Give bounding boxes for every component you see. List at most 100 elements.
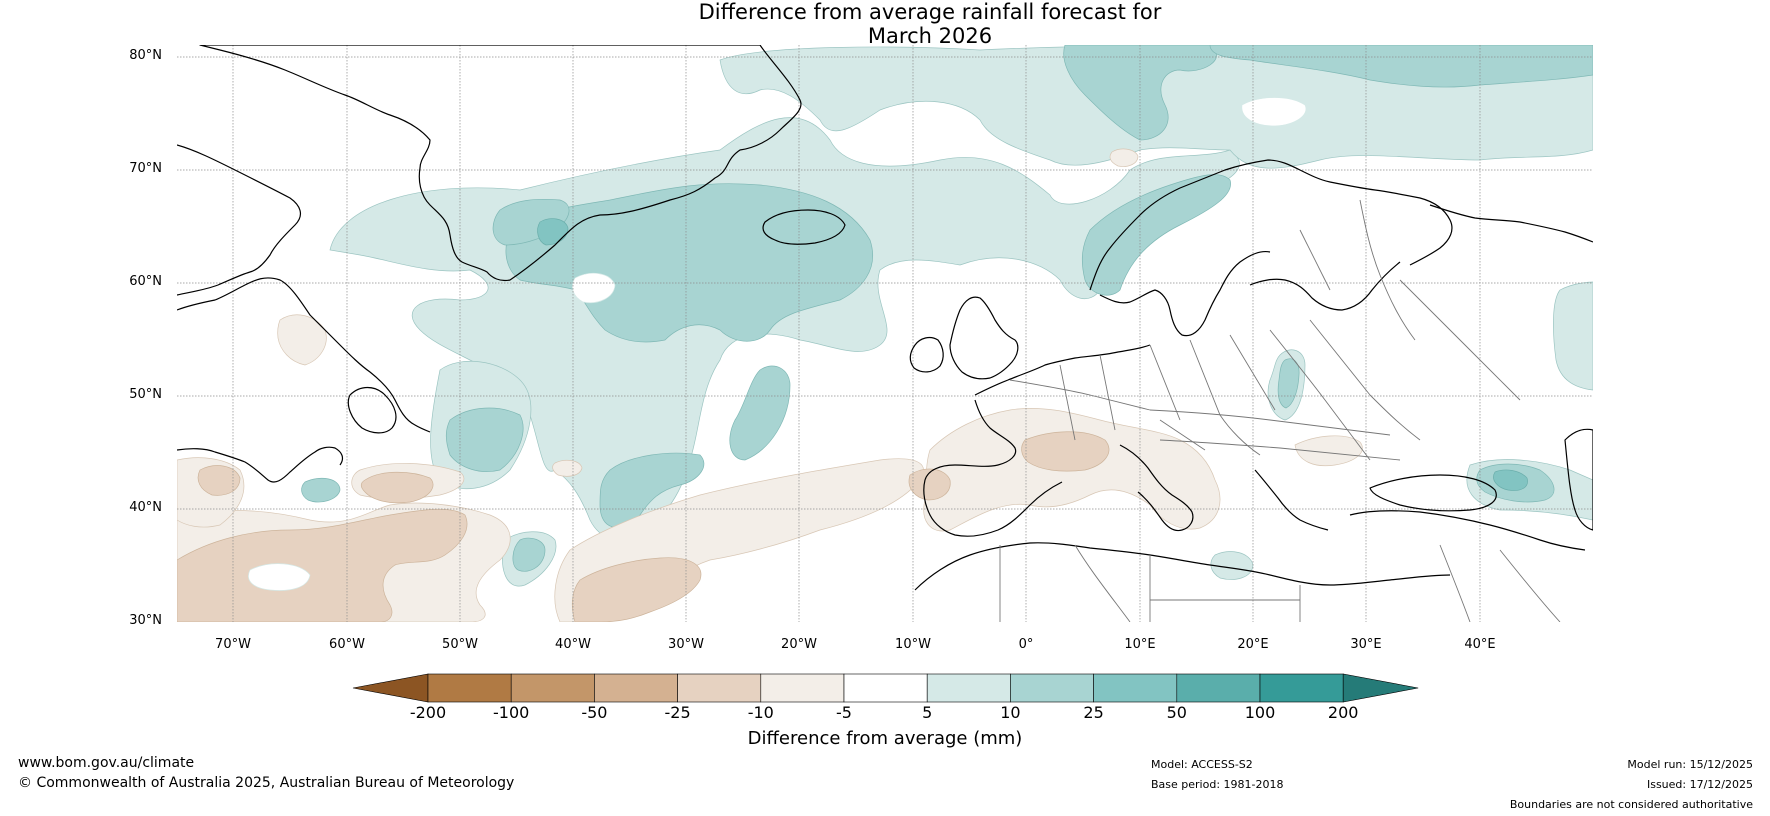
lon-label-30w: 30°W [668,637,704,652]
border-europe-2 [1059,364,1076,441]
neutral-zone-3 [248,563,311,591]
colorbar-tick-label: 10 [1000,703,1021,722]
dry-zone-black-sea [1294,435,1363,467]
footer-model-run: Model run: 15/12/2025 [1627,758,1753,771]
neutral-zone-1 [572,272,616,304]
coastline-baffin [177,144,302,296]
border-middle-east-1 [1439,544,1471,622]
lat-label-80n: 80°N [129,48,162,63]
colorbar-swatch [843,673,928,703]
medium-wet-zone-labrador [445,407,524,472]
medium-wet-zone-iceland [1063,45,1217,141]
lat-label-30n: 30°N [129,613,162,628]
coastline-turkey [1349,510,1586,551]
rainfall-anomaly-map [177,45,1593,622]
coastline-europe-west [974,344,1151,396]
wet-zone-mediterranean [1210,551,1254,580]
coastlines [177,45,1593,591]
medium-wet-zone-small-2 [301,477,341,503]
colorbar-tick-label: 25 [1083,703,1104,722]
lon-label-10w: 10°W [895,637,931,652]
colorbar-swatch [1176,673,1261,703]
footer-issued: Issued: 17/12/2025 [1646,778,1753,791]
coastline-biscay-iberia [923,399,1063,537]
border-europe-11 [1299,229,1331,291]
coastline-greenland [199,45,802,282]
colorbar-swatch [1010,673,1094,703]
coastline-ireland [909,336,944,373]
lon-label-0: 0° [1018,637,1034,652]
medium-dry-zone-us [197,465,241,496]
coastline-caspian [1564,428,1593,531]
anomaly-fields [177,45,1593,622]
coastline-british-isles [949,296,1019,380]
lon-label-40w: 40°W [555,637,591,652]
dry-zone-arctic-small [1109,148,1139,167]
border-africa-2 [1074,544,1131,622]
colorbar-swatches [352,673,1419,703]
medium-wet-zone-small-1 [512,537,546,572]
footer-model: Model: ACCESS-S2 [1151,758,1253,771]
footer-copyright: © Commonwealth of Australia 2025, Austra… [18,775,515,791]
border-europe-14 [1159,419,1206,451]
colorbar-tick-label: -25 [664,703,691,722]
colorbar-swatch [510,673,595,703]
colorbar-extend-low [352,673,429,703]
coastline-iceland [762,209,846,245]
colorbar-tick-label: -5 [836,703,852,722]
colorbar-tick-label: 50 [1166,703,1187,722]
lon-label-70w: 70°W [215,637,251,652]
coastline-us-east [177,446,344,483]
border-europe-8 [1309,319,1421,441]
colorbar-tick-label: -200 [409,703,447,722]
border-europe-4 [1149,344,1181,421]
lat-label-40n: 40°N [129,500,162,515]
colorbar-swatch [427,673,512,703]
border-europe-6 [1229,334,1276,411]
colorbar-swatch [594,673,678,703]
medium-wet-zone-arctic-east [1209,45,1593,88]
chart-title: Difference from average rainfall forecas… [0,0,1770,48]
lon-label-20e: 20°E [1237,637,1269,652]
strong-wet-zone-caspian [1493,469,1528,491]
graticule [177,45,1593,622]
border-europe-3 [1099,354,1116,431]
lat-label-50n: 50°N [129,387,162,402]
coastline-scandinavia-south [1099,250,1271,337]
colorbar-tick-label: -10 [747,703,774,722]
coastline-greece [1254,469,1329,531]
border-europe-13 [1399,279,1521,401]
country-borders [999,199,1561,622]
lat-label-70n: 70°N [129,161,162,176]
footer-website[interactable]: www.bom.gov.au/climate [18,755,195,771]
colorbar-swatch [1259,673,1344,703]
colorbar-tick-label: -50 [581,703,608,722]
colorbar-extend-high [1342,673,1419,703]
medium-wet-zone-norway [1081,174,1231,296]
coastline-north-africa [914,542,1451,591]
coastline-norway [1089,159,1453,291]
colorbar-tick-label: 100 [1244,703,1276,722]
title-line-1: Difference from average rainfall forecas… [698,0,1162,24]
colorbar-swatch [1093,673,1178,703]
colorbar-label: Difference from average (mm) [747,728,1023,749]
colorbar-tick-label: 5 [922,703,933,722]
medium-dry-zone-southwest [177,508,468,622]
wet-zone-east-edge [1553,281,1593,391]
medium-wet-zone-atlantic [729,365,791,461]
colorbar-swatch [760,673,845,703]
medium-dry-zone-central [360,471,434,504]
colorbar-tick-label: 200 [1327,703,1359,722]
colorbar-swatch [677,673,762,703]
medium-dry-zone-subtropical [571,557,702,622]
lon-label-20w: 20°W [781,637,817,652]
colorbar-tick-label: -100 [493,703,530,722]
lat-label-60n: 60°N [129,274,162,289]
lon-label-10e: 10°E [1124,637,1156,652]
border-middle-east-2 [1499,549,1561,622]
dry-zone-small-2 [552,459,583,477]
neutral-zone-2 [1241,97,1307,127]
coastline-newfoundland [347,386,397,434]
medium-wet-zone-midatlantic [599,452,705,528]
border-europe-10 [1159,439,1401,461]
